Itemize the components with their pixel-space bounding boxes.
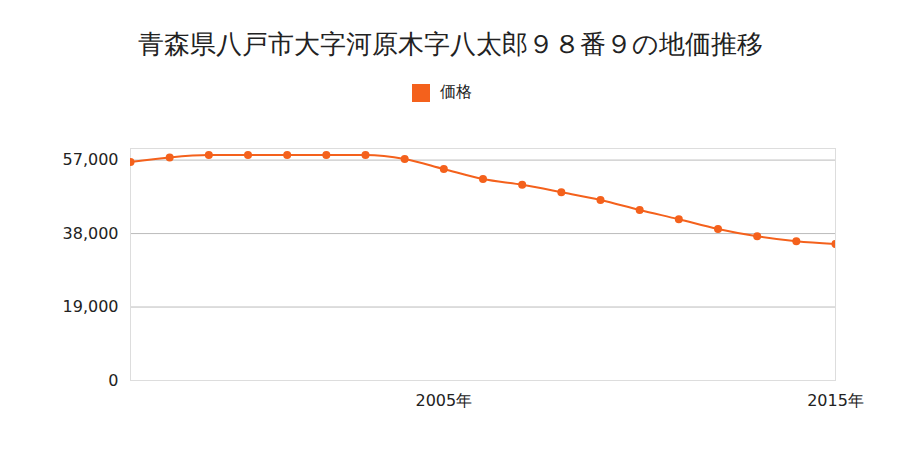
html-text:価格: 価格 — [440, 82, 472, 101]
svg-text:2005年: 2005年 — [415, 391, 472, 410]
svg-text:2015年: 2015年 — [807, 391, 864, 410]
svg-text:38,000: 38,000 — [63, 224, 119, 243]
svg-text:0: 0 — [108, 371, 118, 390]
html-text:青森県八戸市大字河原木字八太郎９８番９の地価推移: 青森県八戸市大字河原木字八太郎９８番９の地価推移 — [137, 29, 763, 59]
svg-text:19,000: 19,000 — [63, 297, 119, 316]
svg-text:57,000: 57,000 — [63, 150, 119, 169]
